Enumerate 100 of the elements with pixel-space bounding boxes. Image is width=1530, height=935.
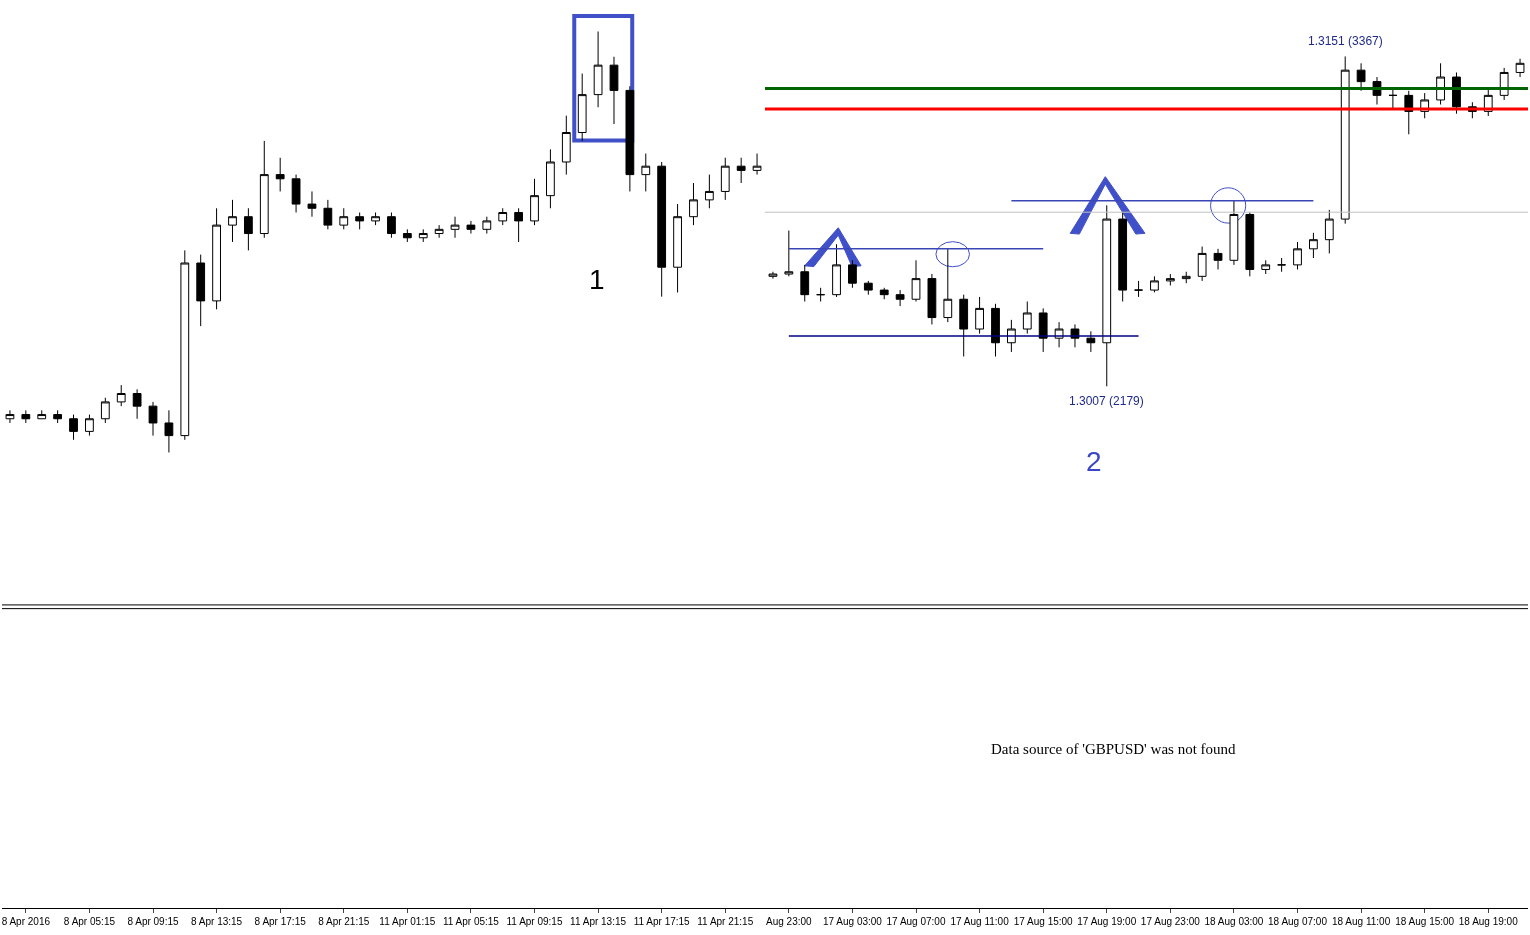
candlestick xyxy=(1134,280,1143,298)
candlestick xyxy=(466,220,476,235)
x-tick-label: 11 Apr 17:15 xyxy=(633,915,691,927)
candlestick xyxy=(116,384,126,407)
candlestick xyxy=(1022,301,1032,335)
source-note: Data source of 'GBPUSD' was not found xyxy=(991,741,1237,757)
annotation: 1.3007 (2179) xyxy=(1069,394,1144,408)
x-tick-label: 11 Apr 01:15 xyxy=(379,915,436,927)
x-tick-label: 8 Apr 05:15 xyxy=(63,915,116,927)
candlestick xyxy=(673,203,682,293)
candlestick xyxy=(355,211,365,230)
candlestick xyxy=(450,216,460,239)
candlestick xyxy=(1452,71,1461,115)
x-tick-label: 17 Aug 19:00 xyxy=(1077,915,1137,927)
candlestick xyxy=(69,414,78,441)
candlestick xyxy=(943,248,953,323)
candlestick xyxy=(1229,200,1239,266)
candlestick xyxy=(657,161,667,298)
annotation: 1 xyxy=(589,264,605,295)
candlestick xyxy=(1293,241,1302,270)
candlestick xyxy=(959,294,969,358)
candlestick xyxy=(879,287,889,300)
candlestick xyxy=(514,207,524,243)
candlestick xyxy=(1277,257,1287,273)
candlestick xyxy=(752,153,762,176)
candlestick xyxy=(228,199,237,243)
candlestick xyxy=(371,211,380,226)
x-tick-label: Aug 23:00 xyxy=(766,915,813,927)
candlestick xyxy=(212,207,221,310)
candlestick xyxy=(577,73,587,142)
candlestick xyxy=(625,85,635,192)
candlestick xyxy=(975,296,984,335)
candlestick xyxy=(848,259,857,289)
candlestick xyxy=(863,280,873,296)
x-tick-label: 17 Aug 11:00 xyxy=(950,915,1010,927)
candlestick xyxy=(1340,55,1350,225)
candlestick xyxy=(1150,275,1159,293)
x-tick-label: 18 Aug 15:00 xyxy=(1395,915,1455,927)
x-tick-label: 18 Aug 19:00 xyxy=(1458,915,1519,927)
x-tick-label: 17 Aug 15:00 xyxy=(1013,915,1074,927)
x-tick-label: 17 Aug 07:00 xyxy=(886,915,946,927)
candlestick xyxy=(704,174,714,209)
candlestick xyxy=(1038,307,1048,353)
candlestick xyxy=(895,289,905,307)
candlestick xyxy=(1309,232,1318,259)
x-tick-label: 8 Apr 09:15 xyxy=(127,915,180,927)
candlestick xyxy=(482,216,492,235)
candlestick xyxy=(418,228,428,243)
candlestick xyxy=(1515,58,1525,78)
candlestick xyxy=(148,401,158,437)
candlestick xyxy=(832,243,841,298)
candlestick xyxy=(768,271,778,280)
candlestick xyxy=(1165,273,1175,286)
candlestick xyxy=(180,249,190,441)
candlestick xyxy=(307,190,317,218)
candlestick xyxy=(927,273,937,325)
candlestick xyxy=(243,207,253,251)
x-tick-label: 11 Apr 09:15 xyxy=(506,915,563,927)
x-tick-label: 11 Apr 21:15 xyxy=(697,915,754,927)
candlestick xyxy=(1356,62,1366,92)
candlestick xyxy=(37,409,47,420)
candlestick xyxy=(736,157,746,184)
candlestick xyxy=(53,409,63,424)
candlestick xyxy=(593,30,603,108)
candlestick xyxy=(1118,211,1128,303)
candlestick xyxy=(21,409,31,424)
candlestick xyxy=(800,264,810,303)
candlestick xyxy=(991,303,1000,358)
x-tick-label: 11 Apr 13:15 xyxy=(570,915,627,927)
candlestick xyxy=(259,140,269,239)
candlestick xyxy=(784,230,794,277)
candlestick xyxy=(546,148,555,209)
x-tick-label: 17 Aug 23:00 xyxy=(1140,915,1201,927)
candlestick xyxy=(100,397,110,424)
candlestick xyxy=(1086,330,1096,353)
x-tick-label: 11 Apr 05:15 xyxy=(442,915,500,927)
candlestick xyxy=(530,178,539,226)
candlestick xyxy=(275,157,285,192)
candlestick xyxy=(402,228,412,243)
x-tick-label: 8 Apr 21:15 xyxy=(318,915,370,927)
candlestick xyxy=(1102,204,1112,387)
candlestick xyxy=(1181,271,1191,284)
candlestick xyxy=(196,254,206,327)
candlestick xyxy=(132,388,142,420)
annotation: 1.3151 (3367) xyxy=(1308,34,1383,48)
x-tick-label: 18 Aug 11:00 xyxy=(1331,915,1391,927)
candlestick xyxy=(1245,211,1255,277)
candlestick xyxy=(720,157,730,201)
candlestick xyxy=(498,207,508,226)
x-tick-label: 17 Aug 03:00 xyxy=(822,915,883,927)
candlestick xyxy=(323,199,333,230)
candlestick xyxy=(1324,209,1334,254)
candlestick xyxy=(911,259,921,303)
candlestick xyxy=(164,409,174,453)
candlestick xyxy=(1261,259,1271,275)
candlestick xyxy=(339,207,349,230)
x-tick-label: 8 Apr 2016 xyxy=(1,915,51,927)
candlestick xyxy=(641,153,651,192)
x-tick-label: 18 Aug 07:00 xyxy=(1268,915,1328,927)
candlestick xyxy=(816,287,826,303)
